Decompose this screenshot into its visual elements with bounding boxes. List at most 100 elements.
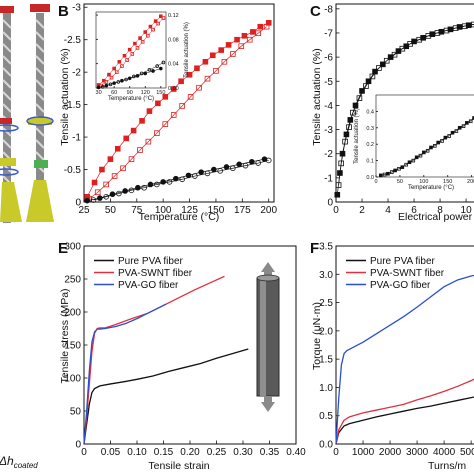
data-point	[153, 19, 158, 23]
series-line	[335, 378, 474, 445]
y-tick-label: -1	[324, 173, 333, 184]
data-point	[127, 47, 132, 52]
data-series	[90, 157, 272, 203]
data-point	[241, 33, 248, 39]
y-tick-label: 300	[64, 242, 81, 253]
data-point	[187, 94, 194, 100]
data-point	[146, 108, 153, 114]
data-point	[363, 83, 369, 89]
y-tick-label: -2	[72, 68, 81, 79]
x-tick-label: 200	[260, 205, 277, 216]
y-tick-label: 3.0	[319, 270, 333, 281]
data-point	[447, 134, 451, 138]
chart-f: Torque (μN·m) Turns/m 0 1000 2000 3000 4000 5…	[311, 242, 474, 472]
x-tick-label: 100	[419, 179, 428, 185]
data-point	[170, 86, 177, 92]
x-tick-label: 0.05	[101, 447, 121, 458]
x-tick-label: 2	[359, 205, 365, 216]
data-point	[452, 25, 459, 31]
data-point	[440, 139, 444, 143]
data-point	[140, 39, 145, 44]
data-point	[103, 194, 109, 200]
data-point	[116, 80, 121, 84]
load-weight	[26, 180, 54, 222]
delta-h-label: Δhcoated	[0, 454, 38, 470]
y-tick-label: -4	[324, 101, 333, 112]
data-point	[234, 36, 240, 43]
data-series	[100, 60, 166, 89]
series-line	[83, 303, 167, 445]
y-tick-label: -5	[324, 77, 333, 88]
inset-y-axis-label: Tensile actuation (%)	[184, 22, 190, 78]
y-tick-label: 0	[75, 198, 81, 209]
x-tick-label: 0	[333, 205, 339, 216]
data-point	[378, 173, 383, 178]
data-point	[151, 69, 155, 73]
data-point	[108, 82, 113, 87]
data-point	[425, 148, 430, 153]
data-point	[246, 36, 253, 43]
chart-e: Tensile stress (MPa) Tensile strain 0 0.0…	[59, 242, 306, 473]
data-point	[454, 129, 459, 133]
x-tick-label: 0	[81, 447, 87, 458]
y-tick-label: -6	[324, 53, 333, 64]
data-point	[138, 36, 142, 40]
x-tick-label: 150	[156, 90, 165, 96]
data-point	[389, 170, 394, 174]
y-axis-label: Tensile actuation (%)	[59, 48, 71, 145]
fiber-cylinder-illustration	[256, 262, 280, 412]
data-point	[425, 33, 432, 39]
y-tick-label: -8	[324, 4, 333, 15]
y-tick-label: 2.5	[319, 298, 333, 309]
data-point	[209, 52, 216, 59]
y-tick-label: 0.00	[168, 86, 179, 92]
data-point	[249, 158, 255, 165]
x-tick-label: 2000	[379, 447, 402, 458]
y-tick-label: -1.5	[64, 100, 82, 111]
data-point	[397, 166, 401, 171]
data-point	[338, 160, 345, 167]
sliding-clamp	[0, 158, 16, 166]
x-axis-label: Turns/m	[428, 460, 466, 472]
legend-label: Pure PVA fiber	[370, 256, 436, 267]
series-line	[335, 274, 474, 445]
data-point	[179, 103, 185, 109]
data-point	[204, 170, 211, 177]
x-tick-label: 0.35	[260, 447, 280, 458]
data-point	[120, 64, 124, 68]
data-point	[148, 24, 153, 29]
y-tick-label: -3	[72, 3, 81, 14]
y-tick-label: -0.5	[64, 165, 82, 176]
inset-x-axis-label: Temperature (°C)	[408, 185, 454, 191]
data-point	[382, 172, 387, 177]
inset-frame	[375, 94, 474, 178]
y-tick-label: 0.12	[168, 13, 179, 19]
x-tick-label: 50	[397, 179, 403, 185]
chart-b: Tensile actuation (%) Temperature (°C) 2…	[59, 3, 278, 223]
plot-frame	[335, 245, 474, 445]
data-point	[159, 66, 163, 71]
y-tick-label: 0.0	[366, 175, 374, 181]
data-point	[124, 77, 128, 82]
y-tick-label: 1.5	[319, 355, 333, 366]
data-point	[350, 109, 356, 116]
y-tick-label: 0.4	[366, 109, 374, 115]
data-point	[352, 102, 359, 109]
x-tick-label: 50	[105, 205, 117, 216]
data-point	[139, 118, 145, 124]
data-point	[192, 173, 198, 179]
data-point	[128, 156, 135, 162]
data-point	[139, 71, 144, 76]
data-point	[230, 51, 236, 57]
plot-frame	[83, 3, 275, 203]
x-tick-label: 4000	[433, 447, 456, 458]
data-point	[399, 45, 406, 52]
x-tick-label: 120	[141, 90, 150, 96]
x-tick-label: 0.25	[207, 447, 227, 458]
x-tick-label: 8	[437, 205, 443, 216]
data-point	[166, 179, 173, 185]
data-point	[120, 165, 126, 172]
series-line	[83, 275, 225, 445]
y-tick-label: 200	[64, 308, 81, 319]
